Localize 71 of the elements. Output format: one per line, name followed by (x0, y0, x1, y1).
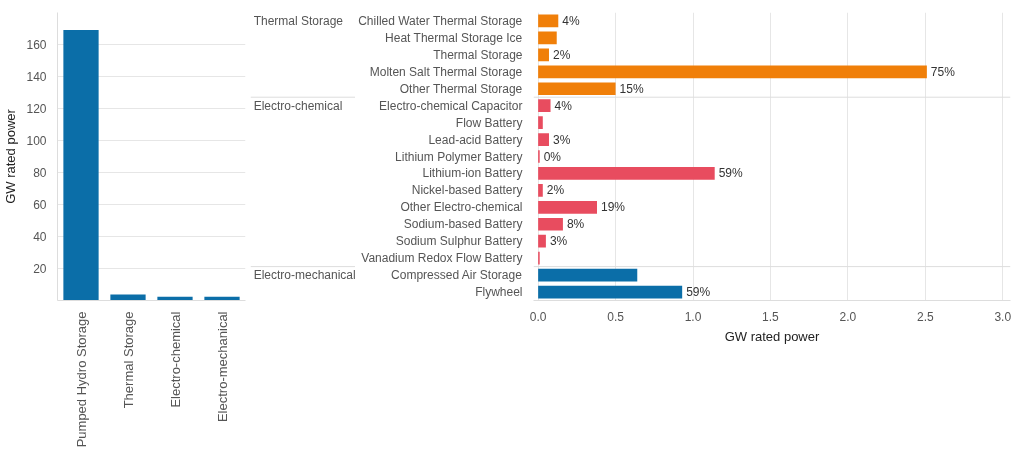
y-tick-label: 60 (33, 198, 47, 212)
y-tick-label: 140 (26, 70, 47, 84)
y-tick-label: Flywheel (475, 285, 523, 300)
annotation: 15% (619, 81, 644, 96)
x-tick-label: Electro-mechanical (214, 311, 230, 423)
y-tick-label: Other Thermal Storage (399, 81, 523, 96)
y-tick-label: Nickel-based Battery (411, 183, 523, 198)
bar (538, 82, 616, 96)
y-tick-label: Lithium-ion Battery (422, 166, 523, 181)
bar (63, 30, 99, 301)
annotation: 59% (686, 285, 711, 300)
x-tick-label: 2.5 (916, 309, 934, 324)
annotation: 4% (562, 13, 580, 28)
y-tick-label: Thermal Storage (433, 47, 523, 62)
y-tick-label: 120 (26, 102, 47, 116)
y-tick-label: Compressed Air Storage (391, 268, 523, 283)
x-tick-label: 3.0 (994, 309, 1012, 324)
bar (538, 14, 559, 28)
bar (538, 99, 551, 113)
y-tick-label: Vanadium Redox Flow Battery (361, 251, 523, 266)
text: Electro-mechanical (253, 268, 356, 283)
x-axis-title: GW rated power (724, 328, 820, 344)
x-tick-label: Thermal Storage (120, 311, 136, 409)
x-tick-label: 0.5 (607, 309, 625, 324)
x-tick-label: 2.0 (839, 309, 857, 324)
y-tick-label: Sodium Sulphur Battery (395, 234, 523, 249)
y-tick-label: 160 (26, 38, 47, 52)
bar (538, 285, 683, 299)
y-tick-label: Lithium Polymer Battery (395, 149, 523, 164)
text: Electro-chemical (253, 98, 343, 113)
x-tick-label: 1.5 (762, 309, 780, 324)
bar (110, 294, 146, 301)
annotation: 3% (552, 132, 571, 147)
y-tick-label: Electro-chemical Capacitor (379, 98, 523, 113)
bar (538, 31, 557, 45)
y-tick-label: Sodium-based Battery (403, 217, 523, 232)
y-tick-label: 100 (26, 134, 47, 148)
bar (538, 217, 563, 231)
bar (538, 48, 549, 62)
annotation: 0% (543, 149, 562, 164)
annotation: 75% (930, 64, 956, 79)
y-tick-label: Flow Battery (455, 115, 523, 130)
bar (538, 116, 543, 129)
y-tick-label: Other Electro-chemical (400, 200, 523, 215)
x-tick-label: 0.0 (529, 309, 547, 324)
bar (538, 65, 927, 79)
annotation: 8% (566, 217, 585, 232)
annotation: 59% (718, 166, 744, 181)
y-tick-label: Molten Salt Thermal Storage (369, 64, 523, 79)
x-tick-label: Electro-chemical (167, 311, 183, 408)
annotation: 4% (554, 98, 573, 113)
text: Thermal Storage (253, 14, 344, 29)
y-tick-label: 40 (33, 230, 47, 244)
bar (538, 234, 546, 248)
annotation: 3% (549, 234, 568, 249)
bar (538, 167, 715, 180)
y-tick-label: Lead-acid Battery (428, 132, 523, 147)
annotation: 2% (552, 47, 571, 62)
y-tick-label: Heat Thermal Storage Ice (385, 30, 523, 45)
x-tick-label: 1.0 (684, 309, 702, 324)
annotation: 19% (601, 200, 626, 215)
y-tick-label: 20 (33, 262, 47, 276)
bar (538, 184, 543, 197)
annotation: 2% (546, 183, 565, 198)
bar (538, 200, 597, 214)
y-tick-label: Chilled Water Thermal Storage (358, 13, 523, 28)
bar (538, 133, 549, 146)
y-axis-title: GW rated power (3, 108, 19, 204)
x-tick-label: Pumped Hydro Storage (73, 311, 89, 448)
bar (538, 268, 638, 282)
y-tick-label: 80 (33, 166, 47, 180)
